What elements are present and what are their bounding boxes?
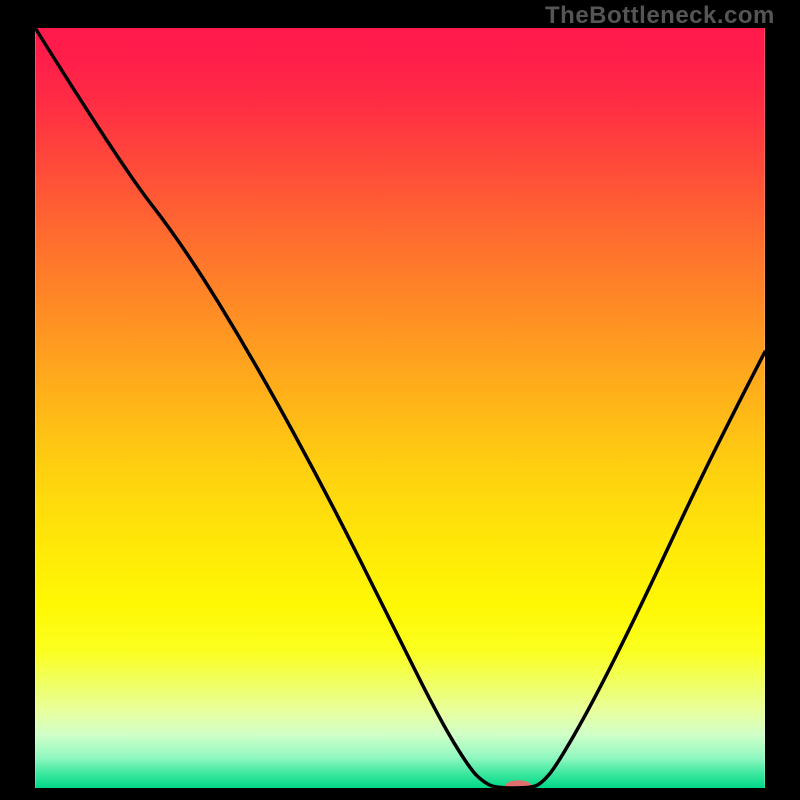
border-left xyxy=(0,0,35,800)
border-bottom xyxy=(0,788,800,800)
bottleneck-curve xyxy=(35,28,765,788)
watermark-text: TheBottleneck.com xyxy=(545,2,775,30)
chart-canvas: TheBottleneck.com xyxy=(0,0,800,800)
curve-layer xyxy=(0,0,800,800)
border-right xyxy=(765,0,800,800)
